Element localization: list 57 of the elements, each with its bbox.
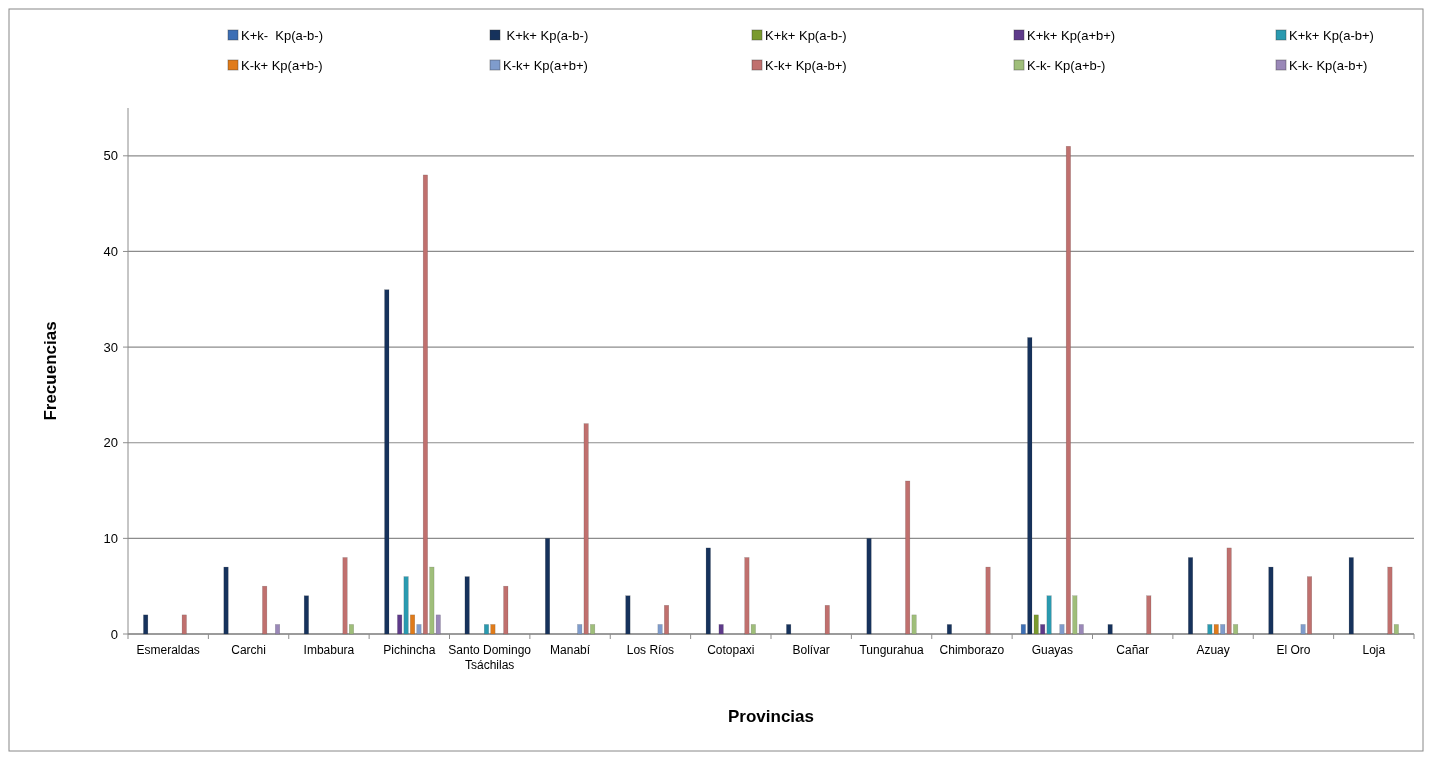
y-axis-title: Frecuencias [41, 321, 60, 421]
y-tick-label: 10 [103, 530, 118, 546]
x-tick-label: Tungurahua [859, 643, 925, 657]
bar [223, 566, 229, 635]
y-tick-label: 40 [103, 244, 118, 259]
legend-label: K+k- Kp(a-b-) [241, 27, 323, 43]
bar [946, 624, 952, 635]
legend-label: K-k- Kp(a+b-) [1027, 57, 1106, 73]
legend-label: K+k+ Kp(a-b-) [503, 27, 589, 43]
bar [464, 576, 470, 635]
bar [866, 538, 872, 635]
x-tick-label: Cotopaxi [707, 643, 755, 657]
x-tick-label: Azuay [1196, 643, 1230, 657]
y-tick-label: 0 [110, 626, 118, 642]
legend-label: K-k+ Kp(a-b+) [765, 57, 847, 73]
bar [1146, 595, 1152, 635]
bar [275, 624, 280, 635]
bar [303, 595, 309, 635]
bar [503, 585, 509, 635]
legend-label: K+k+ Kp(a-b+) [1289, 27, 1374, 43]
x-tick-label: Chimborazo [939, 643, 1005, 657]
y-tick-label: 30 [103, 339, 118, 355]
x-tick-label: Loja [1362, 643, 1386, 657]
bar [718, 624, 724, 635]
bar [143, 614, 149, 635]
bar [824, 605, 830, 635]
legend-label: K-k+ Kp(a+b-) [241, 57, 323, 73]
x-tick-label: Pichincha [383, 643, 436, 657]
y-tick-label: 50 [103, 148, 118, 164]
x-tick-label: Esmeraldas [136, 643, 200, 657]
y-tick-label: 20 [103, 435, 118, 451]
x-tick-label: Bolívar [792, 643, 830, 657]
bar [705, 547, 711, 635]
x-tick-label: Cañar [1116, 643, 1150, 657]
x-axis-title: Provincias [728, 707, 814, 726]
bar [985, 566, 991, 635]
bar [786, 624, 792, 635]
legend-label: K+k+ Kp(a-b-) [765, 27, 847, 43]
bar [1268, 566, 1274, 635]
x-tick-label: Guayas [1031, 643, 1073, 657]
x-tick-label: Carchi [231, 643, 266, 657]
legend-label: K-k+ Kp(a+b+) [503, 57, 588, 73]
bar [545, 538, 550, 635]
bar [1107, 624, 1113, 635]
bar [181, 614, 187, 635]
legend-label: K+k+ Kp(a+b+) [1027, 27, 1116, 43]
bar [384, 289, 390, 635]
x-tick-label: Santo Domingo Tsáchilas [448, 643, 532, 672]
bar [262, 585, 268, 635]
bar [1348, 557, 1354, 635]
x-tick-label: Los Ríos [626, 643, 675, 657]
bar [625, 595, 631, 635]
x-tick-label: Imbabura [303, 643, 355, 657]
x-tick-label: Manabí [550, 643, 591, 657]
x-tick-label: El Oro [1276, 643, 1311, 657]
legend-label: K-k- Kp(a-b+) [1289, 57, 1368, 73]
bar [1188, 557, 1193, 635]
